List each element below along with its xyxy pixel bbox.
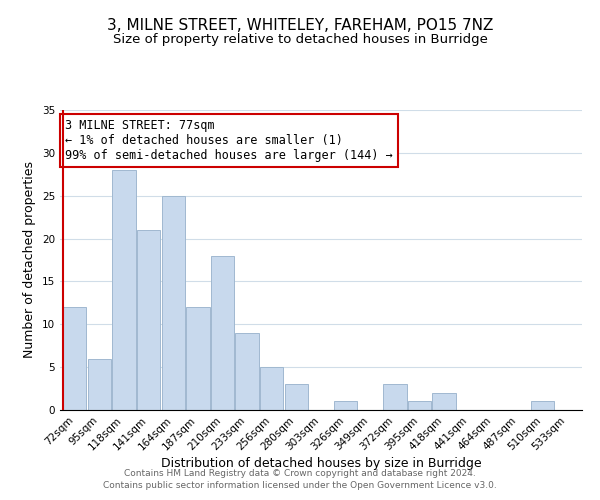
- Y-axis label: Number of detached properties: Number of detached properties: [23, 162, 37, 358]
- Bar: [112, 170, 136, 410]
- Bar: [334, 402, 358, 410]
- Bar: [88, 358, 111, 410]
- Text: 3 MILNE STREET: 77sqm
← 1% of detached houses are smaller (1)
99% of semi-detach: 3 MILNE STREET: 77sqm ← 1% of detached h…: [65, 119, 393, 162]
- Bar: [63, 307, 86, 410]
- X-axis label: Distribution of detached houses by size in Burridge: Distribution of detached houses by size …: [161, 458, 481, 470]
- Text: Contains public sector information licensed under the Open Government Licence v3: Contains public sector information licen…: [103, 481, 497, 490]
- Bar: [161, 196, 185, 410]
- Text: 3, MILNE STREET, WHITELEY, FAREHAM, PO15 7NZ: 3, MILNE STREET, WHITELEY, FAREHAM, PO15…: [107, 18, 493, 32]
- Bar: [383, 384, 407, 410]
- Text: Size of property relative to detached houses in Burridge: Size of property relative to detached ho…: [113, 32, 487, 46]
- Bar: [531, 402, 554, 410]
- Bar: [284, 384, 308, 410]
- Bar: [186, 307, 209, 410]
- Bar: [260, 367, 283, 410]
- Text: Contains HM Land Registry data © Crown copyright and database right 2024.: Contains HM Land Registry data © Crown c…: [124, 468, 476, 477]
- Bar: [137, 230, 160, 410]
- Bar: [235, 333, 259, 410]
- Bar: [408, 402, 431, 410]
- Bar: [433, 393, 456, 410]
- Bar: [211, 256, 234, 410]
